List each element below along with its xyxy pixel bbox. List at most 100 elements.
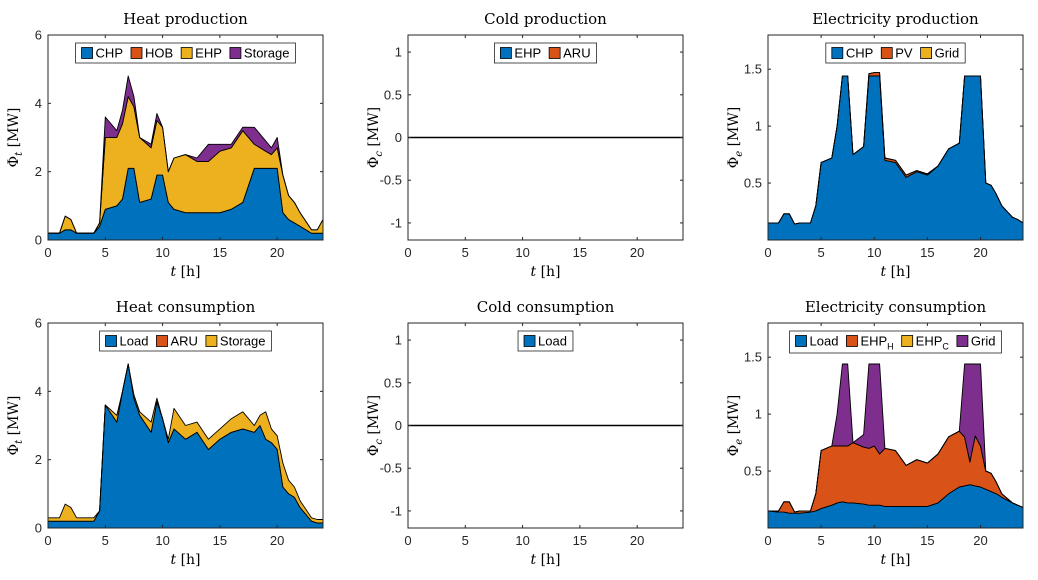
legend-swatch (229, 47, 242, 59)
chart-title: Heat consumption (116, 298, 256, 316)
y-tick-label: 4 (35, 384, 42, 399)
legend-label: EHPC (916, 334, 950, 352)
legend-label: Load (538, 334, 567, 349)
x-tick-label: 15 (213, 245, 227, 260)
y-tick-label: 2 (35, 164, 42, 179)
axes-box (47, 322, 324, 529)
x-tick-label: 5 (818, 245, 825, 260)
y-tick-label: 4 (35, 96, 42, 111)
x-tick-label: 20 (270, 533, 284, 548)
y-tick-label: 6 (35, 28, 42, 43)
legend-swatch (901, 335, 914, 347)
legend-label: EHP (195, 46, 222, 61)
x-tick-label: 5 (102, 245, 109, 260)
legend-box (494, 42, 597, 64)
area-grid (768, 72, 1023, 225)
y-tick-label: -1 (390, 215, 402, 230)
legend-label: Storage (244, 46, 290, 61)
legend-label: CHP (96, 46, 123, 61)
y-tick-label: 0.5 (384, 375, 402, 390)
x-tick-label: 10 (867, 245, 881, 260)
y-tick-label: 0.5 (384, 87, 402, 102)
legend-swatch (846, 335, 858, 347)
y-tick-label: 1 (395, 333, 402, 348)
x-tick-label: 0 (404, 245, 411, 260)
y-tick-label: 0 (35, 521, 42, 536)
legend-label: EHPH (860, 334, 893, 352)
legend: EHP ARU (494, 42, 597, 64)
legend-label: Load (810, 334, 839, 349)
y-tick-label: 2 (35, 452, 42, 467)
x-axis-label: t [h] (530, 264, 560, 280)
y-tick-label: 0.5 (744, 464, 762, 479)
chart-title: Cold production (484, 10, 607, 28)
area-grid (768, 363, 1023, 513)
y-axis-label: Φc [MW] (366, 395, 385, 456)
y-tick-label: 0 (35, 233, 42, 248)
x-tick-label: 10 (515, 245, 529, 260)
x-tick-label: 10 (155, 245, 169, 260)
y-axis-label: Φe [MW] (726, 395, 745, 457)
x-axis-label: t [h] (880, 264, 910, 280)
axes-box (47, 34, 324, 241)
x-tick-label: 15 (213, 533, 227, 548)
legend: CHP PV Grid (825, 42, 966, 64)
legend-swatch (920, 47, 933, 59)
legend-swatch (795, 335, 807, 347)
x-tick-label: 0 (44, 533, 51, 548)
panel-2: 0 5 10 15 20 -1 -0.5 0 0.5 1 Cold production t [h] Φ… (366, 10, 684, 280)
legend-label: HOB (145, 46, 173, 61)
y-axis-label: Φc [MW] (366, 107, 385, 168)
x-tick-label: 0 (44, 245, 51, 260)
x-tick-label: 0 (764, 533, 771, 548)
axes-box (767, 322, 1024, 529)
legend-swatch (205, 335, 218, 347)
legend-label: CHP (846, 46, 873, 61)
x-axis-label: t [h] (170, 552, 200, 568)
legend: CHP HOB EHP Storage (75, 42, 296, 64)
y-tick-label: 1 (755, 407, 762, 422)
legend: Load ARU Storage (99, 330, 272, 352)
x-tick-label: 5 (462, 533, 469, 548)
area-storage (48, 75, 323, 234)
legend-label: PV (895, 46, 913, 61)
x-tick-label: 20 (630, 245, 644, 260)
x-tick-label: 20 (630, 533, 644, 548)
legend-swatch (105, 335, 117, 347)
axes-box (767, 34, 1024, 241)
panel-6: 0 5 10 15 20 0.5 1 1.5 Electricity consumption t … (726, 298, 1024, 568)
legend-label: Grid (971, 334, 996, 349)
y-tick-label: -0.5 (380, 461, 402, 476)
legend-label: ARU (563, 46, 590, 61)
x-tick-label: 20 (973, 245, 987, 260)
legend-label: Load (120, 334, 149, 349)
panel-1: 0 5 10 15 20 0 2 4 6 Heat production t [h] Φt [MW] C… (6, 10, 324, 280)
legend-label: EHP (514, 46, 541, 61)
y-tick-label: 1.5 (744, 350, 762, 365)
legend-label: Storage (220, 334, 266, 349)
panel-3: 0 5 10 15 20 0.5 1 1.5 Electricity production t [… (726, 10, 1024, 280)
legend-swatch (548, 47, 561, 59)
y-tick-label: 0.5 (744, 176, 762, 191)
x-tick-label: 15 (573, 533, 587, 548)
x-axis-label: t [h] (880, 552, 910, 568)
legend-swatch (81, 47, 93, 59)
x-tick-label: 5 (462, 245, 469, 260)
x-tick-label: 5 (102, 533, 109, 548)
y-tick-label: 1.5 (744, 62, 762, 77)
x-tick-label: 10 (515, 533, 529, 548)
legend-swatch (180, 47, 193, 59)
x-tick-label: 0 (764, 245, 771, 260)
x-tick-label: 15 (920, 533, 934, 548)
x-tick-label: 20 (270, 245, 284, 260)
x-tick-label: 5 (818, 533, 825, 548)
x-axis-label: t [h] (530, 552, 560, 568)
y-tick-label: -0.5 (380, 173, 402, 188)
y-tick-label: 6 (35, 316, 42, 331)
legend-swatch (500, 47, 512, 59)
legend-swatch (523, 335, 536, 347)
legend-box (99, 330, 272, 352)
legend-swatch (130, 47, 143, 59)
y-tick-label: 0 (395, 130, 402, 145)
legend-swatch (956, 335, 969, 347)
